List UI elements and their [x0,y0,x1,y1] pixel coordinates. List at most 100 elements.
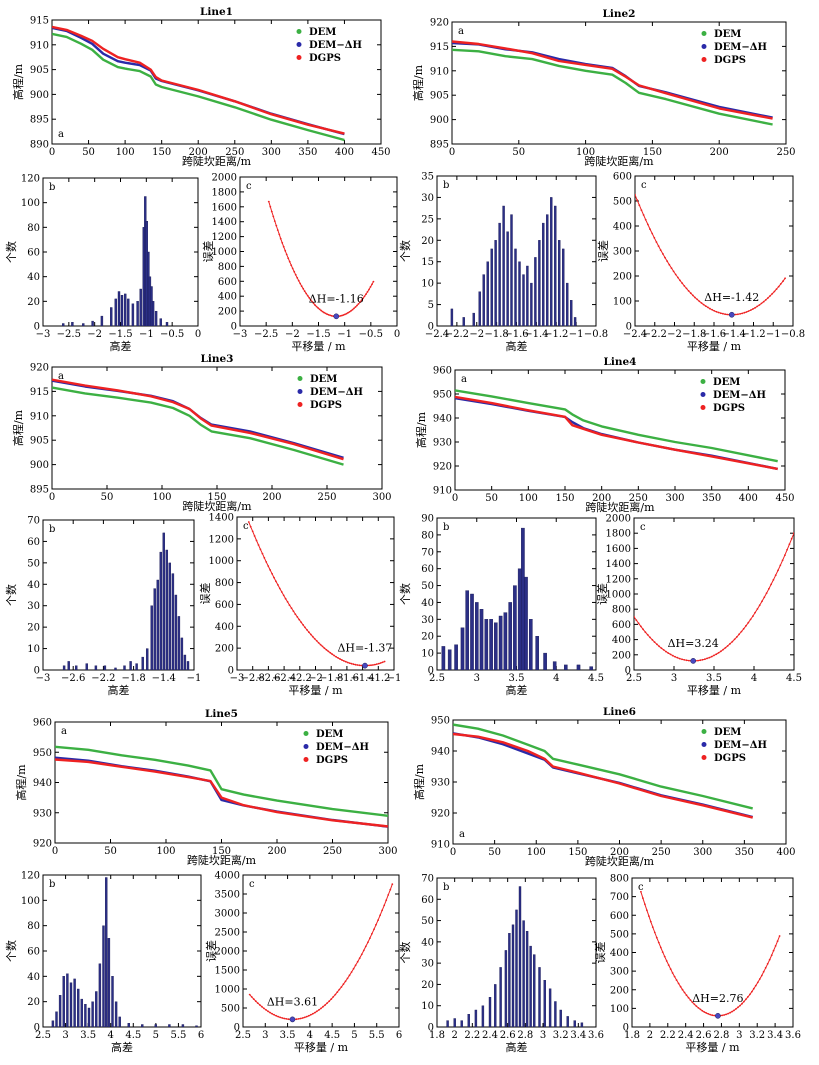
histogram-bar [472,312,475,326]
x-tick-label: 100 [576,147,595,158]
panel-label: c [243,521,249,532]
legend-marker [297,389,303,394]
histogram-bar [481,1005,485,1027]
x-tick-label: 3.5 [706,673,722,684]
y-tick-label: 1500 [215,966,240,977]
histogram-bar [525,931,529,1027]
histogram-bar [94,665,98,670]
x-tick-label: 250 [225,147,244,158]
y-tick-label: 940 [431,747,450,758]
x-tick-label: 2.5 [35,1030,51,1041]
x-tick-label: 300 [665,493,684,504]
histogram-bar [69,982,73,1027]
histogram-bar [460,1020,463,1027]
legend: DEM DEM−ΔH DGPS [700,377,766,414]
x-tick-label: −1.4 [152,673,176,684]
histogram-bar [162,532,166,670]
histogram-bar [123,665,126,670]
y-tick-label: 30 [27,601,40,612]
histogram-bar [462,317,465,326]
y-tick-label: 300 [610,967,629,978]
y-tick-label: 35 [421,172,434,183]
y-tick-label: 50 [27,558,40,569]
x-tick-label: 5.5 [170,1030,186,1041]
plot-frame [51,19,382,145]
y-tick-label: 920 [430,18,449,29]
x-tick-label: 400 [776,847,795,858]
histogram-bar [504,950,508,1027]
y-tick-label: 910 [30,411,49,422]
legend: DEM DEM−ΔH DGPS [701,727,767,764]
y-tick-label: 30 [421,959,434,970]
histogram-bar [559,1009,562,1027]
histogram-bar [558,240,561,326]
x-tick-label: 450 [371,147,390,158]
x-tick-label: 400 [335,147,354,158]
y-tick-label: 1400 [606,559,631,570]
y-tick-label: 600 [612,620,631,631]
y-tick-label: 900 [30,90,49,101]
histogram-bar [159,318,163,326]
x-axis-label: 跨陡坎距离/m [187,853,257,867]
y-tick-label: 400 [610,948,629,959]
y-tick-label: 1000 [215,985,240,996]
histogram-bar [174,594,178,670]
x-tick-label: 4 [307,1030,313,1041]
legend-marker [303,744,309,749]
histogram-bar [513,585,517,670]
x-tick-label: −1 [139,329,154,340]
y-tick-label: 10 [421,649,434,660]
y-tick-label: 0 [428,1023,434,1034]
histogram-bar [535,636,539,670]
y-tick-label: 60 [27,947,40,958]
x-tick-label: 100 [519,493,538,504]
y-tick-label: 920 [431,809,450,820]
x-tick-label: −1 [766,329,781,340]
histogram-bar [552,661,557,670]
x-axis-label: 高差 [506,1040,528,1054]
chart-title: Line2 [603,8,636,20]
x-tick-label: −1.2 [544,329,568,340]
x-axis-label: 高差 [111,1040,133,1054]
x-tick-label: 0 [49,147,55,158]
series-line-dem [52,386,344,466]
y-tick-label: 960 [433,366,452,377]
y-tick-label: 120 [21,871,40,882]
y-tick-label: 905 [30,436,49,447]
min-annotation: ΔH=-1.37 [337,642,392,655]
x-tick-label: 50 [512,147,525,158]
y-tick-label: 3000 [215,909,240,920]
y-tick-label: 80 [27,921,40,932]
histogram-bar [573,1020,576,1027]
x-tick-label: 1.8 [429,1030,445,1041]
y-tick-label: 20 [421,980,434,991]
y-tick-label: 20 [27,623,40,634]
x-tick-label: −3 [230,673,245,684]
y-tick-label: 895 [430,140,449,151]
y-axis-label: 个数 [5,241,18,263]
histogram-bar [486,261,489,326]
histogram-bar [522,274,525,326]
panel-label: b [443,180,449,191]
histogram-bar [573,317,577,326]
y-tick-label: 400 [215,622,234,633]
legend-label: DEM−ΔH [714,42,767,53]
x-tick-label: −1.8 [319,673,343,684]
y-tick-label: 0 [234,1023,240,1034]
y-tick-label: 910 [433,486,452,497]
y-tick-label: 1000 [212,247,237,258]
histogram-bar [543,980,546,1027]
histogram-bar [482,274,485,326]
series-line-dem-dh [55,756,388,828]
y-tick-label: 50 [421,916,434,927]
x-tick-label: 300 [262,147,281,158]
hist6-chart: 1.8 2 2.2 2.4 2.6 2.8 3 3.2 3.4 3.6 0 10 20 30 40 50 60 7… [399,874,604,1055]
y-tick-label: 400 [612,635,631,646]
x-tick-label: 350 [702,493,721,504]
y-tick-label: 915 [30,16,49,27]
y-tick-label: 2500 [215,928,240,939]
x-tick-label: 2.4 [482,1030,498,1041]
x-tick-label: 0 [394,329,400,340]
histogram-bar [139,288,142,326]
